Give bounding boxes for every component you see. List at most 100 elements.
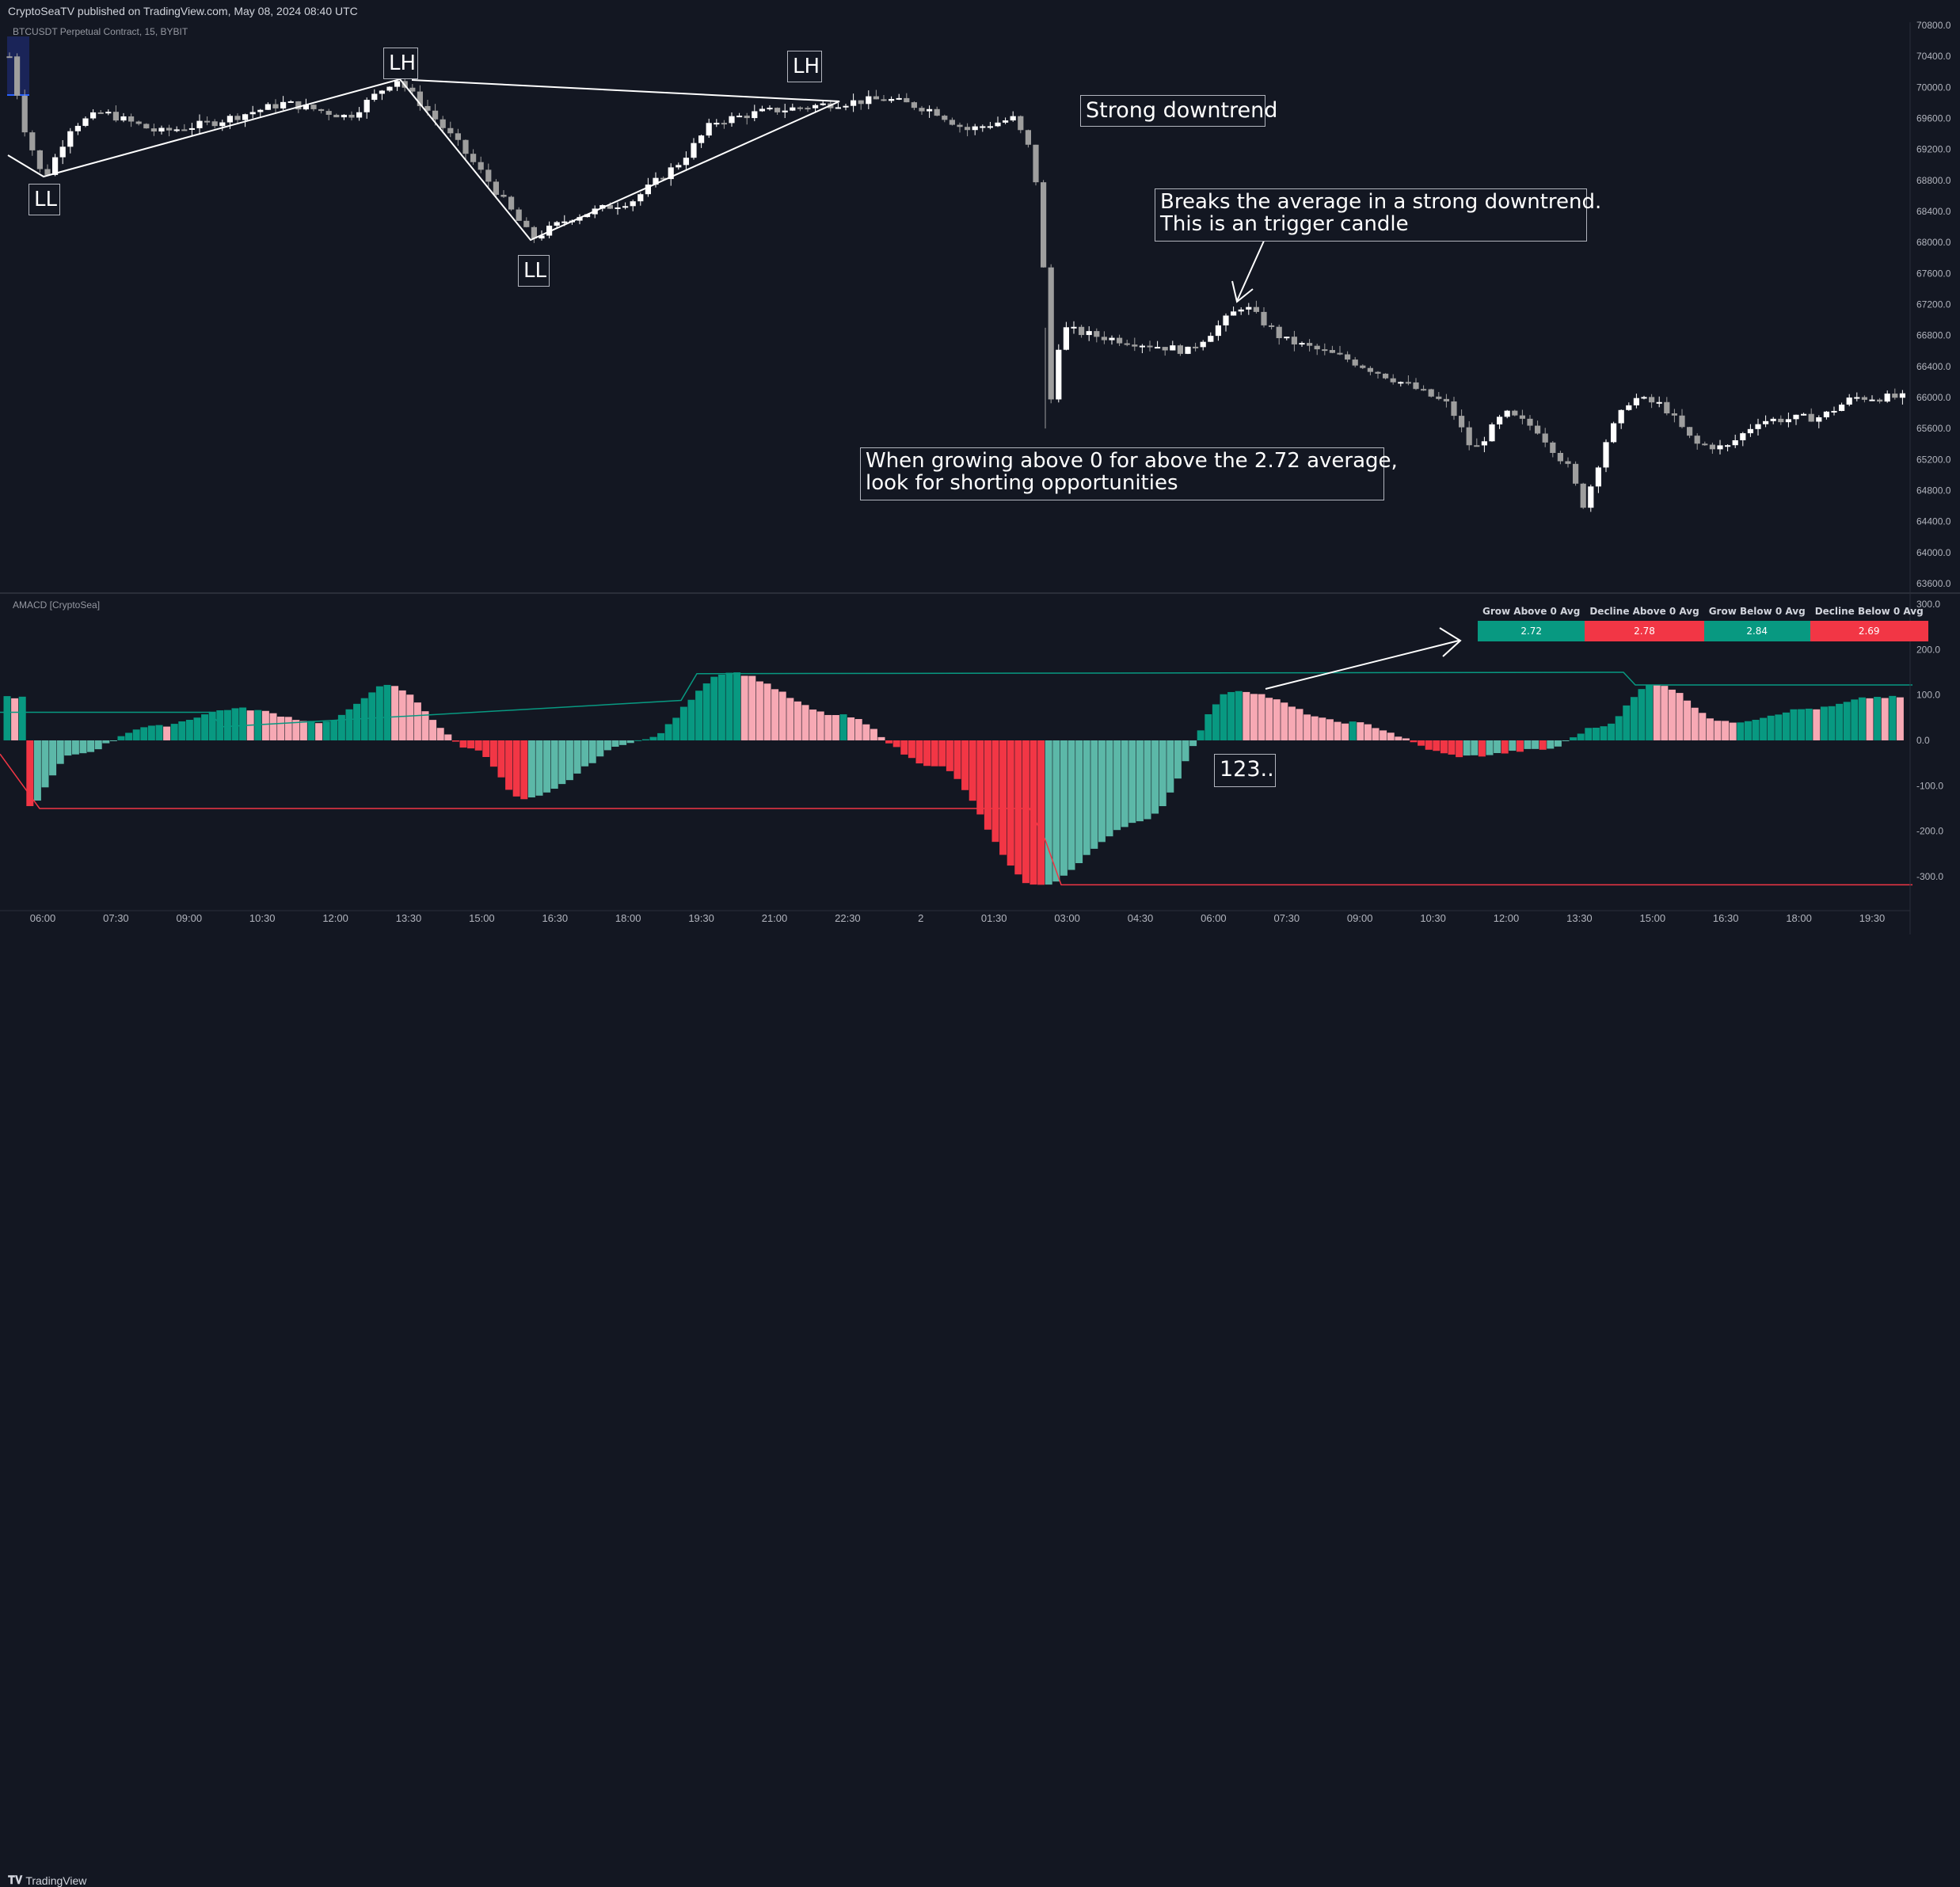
hist-bar-201 bbox=[1532, 740, 1539, 749]
hist-bar-129 bbox=[984, 740, 991, 830]
candle-body-114 bbox=[873, 96, 879, 100]
label-shorting-note[interactable]: When growing above 0 for above the 2.72 … bbox=[860, 447, 1398, 500]
hist-bar-217 bbox=[1653, 684, 1661, 740]
time-tick-15: 04:30 bbox=[1128, 912, 1154, 924]
hist-bar-215 bbox=[1638, 689, 1646, 740]
label-ll-1[interactable]: LL bbox=[29, 184, 60, 215]
hist-bar-4 bbox=[33, 740, 41, 801]
hist-bar-205 bbox=[1562, 740, 1570, 742]
hist-bar-78 bbox=[596, 740, 604, 757]
candle-body-168 bbox=[1284, 337, 1290, 339]
candle-body-166 bbox=[1269, 325, 1275, 327]
label-trigger-candle[interactable]: Breaks the average in a strong downtrend… bbox=[1155, 188, 1601, 242]
hist-bar-69 bbox=[527, 740, 535, 797]
hist-bar-245 bbox=[1866, 698, 1874, 740]
hist-bar-20 bbox=[155, 725, 163, 740]
candle-body-148 bbox=[1132, 344, 1138, 347]
candle-body-117 bbox=[896, 97, 902, 100]
time-tick-9: 19:30 bbox=[688, 912, 714, 924]
hist-bar-92 bbox=[702, 683, 710, 740]
candle-body-25 bbox=[196, 120, 203, 128]
hist-bar-56 bbox=[429, 720, 437, 740]
label-count[interactable]: 123.. bbox=[1214, 754, 1276, 787]
hist-bar-123 bbox=[938, 740, 946, 767]
candle-body-240 bbox=[1831, 410, 1837, 413]
time-tick-18: 09:00 bbox=[1347, 912, 1373, 924]
time-tick-1: 07:30 bbox=[103, 912, 129, 924]
hist-bar-182 bbox=[1387, 732, 1395, 740]
zigzag-line bbox=[7, 78, 840, 242]
candle-body-175 bbox=[1337, 352, 1343, 355]
candle-body-39 bbox=[303, 105, 309, 110]
hist-bar-47 bbox=[360, 698, 368, 740]
price-tick-3: 69600.0 bbox=[1916, 113, 1951, 124]
time-tick-6: 15:00 bbox=[469, 912, 495, 924]
candle-body-182 bbox=[1390, 378, 1396, 382]
candle-body-32 bbox=[249, 112, 256, 115]
hist-bar-209 bbox=[1592, 728, 1600, 740]
hist-bar-82 bbox=[626, 740, 634, 744]
candle-body-212 bbox=[1618, 409, 1624, 424]
hist-bar-17 bbox=[132, 729, 140, 740]
candle-body-204 bbox=[1557, 452, 1563, 462]
label-strong-downtrend[interactable]: Strong downtrend bbox=[1080, 95, 1277, 127]
candle-body-37 bbox=[287, 101, 294, 103]
candle-body-88 bbox=[676, 165, 682, 168]
hist-bar-157 bbox=[1197, 730, 1205, 740]
candle-body-158 bbox=[1208, 336, 1214, 342]
candle-body-34 bbox=[265, 104, 271, 110]
hist-bar-181 bbox=[1380, 730, 1387, 740]
candle-body-12 bbox=[97, 112, 104, 114]
stats-value-grow-above: 2.72 bbox=[1478, 621, 1585, 641]
hist-bar-131 bbox=[999, 740, 1007, 855]
indicator-tick-4: -100.0 bbox=[1916, 780, 1943, 791]
candle-body-188 bbox=[1436, 396, 1442, 399]
hist-bar-63 bbox=[482, 740, 490, 758]
avg-above-line bbox=[0, 671, 1912, 728]
candle-body-165 bbox=[1261, 311, 1267, 325]
hist-bar-65 bbox=[497, 740, 505, 778]
candle-body-57 bbox=[440, 119, 446, 128]
candle-body-190 bbox=[1451, 401, 1457, 417]
candle-body-23 bbox=[181, 129, 188, 131]
stats-value-decline-below: 2.69 bbox=[1810, 621, 1928, 641]
candle-body-113 bbox=[866, 96, 872, 105]
hist-bar-24 bbox=[185, 720, 193, 740]
candle-body-83 bbox=[637, 194, 644, 202]
hist-bar-11 bbox=[87, 740, 95, 752]
time-tick-0: 06:00 bbox=[30, 912, 56, 924]
hist-bar-143 bbox=[1090, 740, 1098, 849]
footer: 𝐓𝐕 TradingView bbox=[0, 934, 1960, 1887]
tradingview-logo[interactable]: 𝐓𝐕 TradingView bbox=[8, 1874, 86, 1887]
hist-bar-94 bbox=[717, 674, 725, 740]
candle-body-36 bbox=[280, 101, 287, 108]
label-lh-2[interactable]: LH bbox=[787, 51, 822, 82]
candle-body-122 bbox=[934, 108, 940, 116]
time-tick-16: 06:00 bbox=[1201, 912, 1227, 924]
time-tick-13: 01:30 bbox=[981, 912, 1007, 924]
candle-body-180 bbox=[1375, 371, 1381, 374]
candle-body-58 bbox=[447, 127, 454, 134]
hist-bar-48 bbox=[368, 692, 376, 740]
hist-bar-202 bbox=[1539, 740, 1547, 750]
hist-bar-105 bbox=[801, 705, 809, 740]
hist-bar-41 bbox=[315, 723, 323, 740]
hist-bar-173 bbox=[1319, 717, 1326, 740]
hist-bar-230 bbox=[1752, 720, 1760, 740]
hist-bar-160 bbox=[1220, 694, 1227, 740]
hist-bar-126 bbox=[961, 740, 969, 790]
label-lh-1[interactable]: LH bbox=[383, 48, 418, 79]
hist-bar-171 bbox=[1303, 714, 1311, 740]
label-ll-2[interactable]: LL bbox=[518, 255, 550, 287]
hist-bar-110 bbox=[839, 714, 847, 740]
candle-body-226 bbox=[1725, 445, 1731, 447]
candle-body-79 bbox=[607, 205, 613, 209]
candle-body-145 bbox=[1109, 337, 1115, 340]
hist-bar-241 bbox=[1836, 703, 1844, 740]
hist-bar-103 bbox=[786, 698, 794, 740]
candle-body-130 bbox=[995, 122, 1001, 127]
chart-canvas[interactable]: 70800.0 70400.0 70000.0 69600.0 69200.0 68800… bbox=[0, 0, 1960, 958]
hist-bar-158 bbox=[1205, 713, 1212, 740]
candle-body-243 bbox=[1854, 397, 1860, 399]
candle-body-103 bbox=[790, 107, 796, 111]
